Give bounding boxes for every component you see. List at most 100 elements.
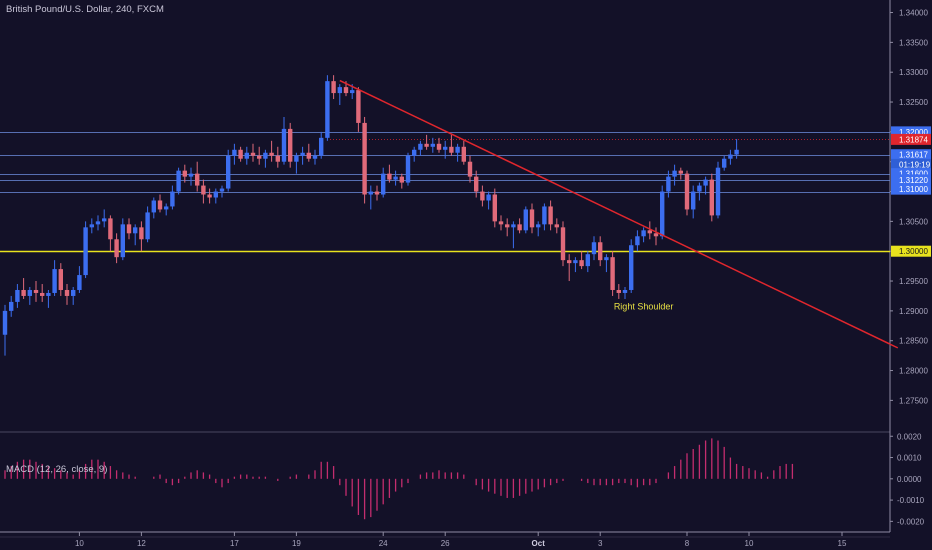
- candle: [15, 284, 20, 308]
- candle: [120, 218, 125, 261]
- candle: [288, 122, 293, 168]
- candle: [443, 140, 448, 159]
- candle-body: [89, 224, 94, 228]
- candle-body: [517, 224, 522, 231]
- candle: [151, 197, 156, 219]
- candle-body: [374, 191, 380, 195]
- y-tick-label: 1.29500: [899, 277, 928, 286]
- candle: [387, 164, 392, 183]
- y-tick-label: 1.33000: [899, 68, 928, 77]
- y-tick-label: 1.30500: [899, 217, 928, 226]
- candle-body: [393, 176, 398, 180]
- candle-body: [151, 200, 156, 213]
- candle: [542, 203, 547, 231]
- candle: [517, 218, 522, 234]
- price-tag-bg: [891, 168, 931, 180]
- candle-body: [548, 206, 553, 225]
- candle: [269, 140, 274, 162]
- candle: [554, 218, 559, 234]
- candle-body: [244, 152, 249, 159]
- candle-body: [275, 155, 280, 162]
- candle-body: [672, 170, 677, 177]
- candle: [71, 287, 76, 305]
- price-tag-bg: [891, 245, 931, 257]
- candle-body: [201, 185, 206, 195]
- candle-body: [684, 173, 690, 210]
- candle-body: [288, 128, 293, 162]
- candle-body: [188, 173, 194, 177]
- candle-body: [529, 209, 535, 228]
- candle-body: [257, 155, 262, 159]
- candle-body: [337, 87, 342, 94]
- candle-body: [226, 155, 231, 189]
- candle-body: [27, 289, 32, 296]
- candle-body: [120, 224, 125, 258]
- annotation-right-shoulder[interactable]: Right Shoulder: [614, 302, 674, 312]
- price-tag-bg: [891, 133, 931, 145]
- candle-body: [585, 254, 590, 267]
- candle-body: [306, 152, 311, 159]
- candle: [201, 179, 206, 204]
- candle-body: [492, 194, 497, 222]
- y-tick-label: 1.33500: [899, 38, 928, 47]
- price-tag: 01:19:19: [891, 158, 931, 170]
- candle-body: [350, 90, 355, 94]
- candle-body: [157, 200, 163, 210]
- candle: [474, 170, 479, 198]
- candle: [139, 221, 144, 252]
- candle: [641, 227, 646, 243]
- candlestick-series: [2, 75, 739, 356]
- candle-body: [536, 224, 541, 228]
- candle-body: [629, 245, 634, 290]
- candle-body: [108, 218, 113, 240]
- candle: [635, 230, 640, 252]
- candle: [697, 182, 702, 201]
- price-tag-bg: [891, 158, 931, 170]
- candle: [275, 146, 280, 168]
- candle-body: [461, 146, 466, 162]
- candle-body: [52, 269, 57, 293]
- x-tick-label: 10: [75, 539, 84, 548]
- candle: [529, 203, 535, 234]
- candle: [368, 185, 373, 210]
- candle-body: [616, 289, 621, 293]
- candle-body: [573, 260, 578, 264]
- candle: [157, 194, 163, 213]
- candle-body: [610, 257, 615, 290]
- candle-body: [697, 185, 702, 192]
- candle: [598, 236, 603, 267]
- candle: [188, 167, 194, 186]
- candle: [331, 75, 336, 100]
- candle: [412, 146, 417, 162]
- candle-body: [560, 227, 566, 261]
- macd-indicator-label[interactable]: MACD (12, 26, close, 9): [6, 464, 107, 475]
- candle-body: [424, 143, 429, 147]
- candle: [133, 224, 138, 246]
- candle-body: [263, 152, 268, 159]
- candle: [573, 257, 578, 273]
- y-tick-label: 1.32500: [899, 98, 928, 107]
- x-tick-label: 8: [685, 539, 690, 548]
- macd-tick-label: -0.0020: [897, 517, 925, 526]
- candle: [567, 254, 572, 282]
- candle-body: [219, 188, 225, 192]
- candle-body: [715, 167, 721, 216]
- symbol-title[interactable]: British Pound/U.S. Dollar, 240, FXCM: [6, 4, 164, 15]
- candle: [703, 176, 708, 195]
- trendline[interactable]: [339, 79, 899, 349]
- x-tick-label: 19: [292, 539, 301, 548]
- price-tag-label: 1.31874: [899, 135, 928, 144]
- macd-tick-label: 0.0000: [897, 475, 922, 484]
- candle: [294, 152, 299, 174]
- candle: [114, 233, 119, 264]
- candle-body: [498, 221, 504, 225]
- candle: [455, 143, 460, 162]
- candle: [102, 209, 107, 228]
- candle-body: [474, 176, 479, 192]
- trendline-layer: Right Shoulder: [339, 79, 899, 349]
- candle-body: [542, 206, 547, 225]
- candle-body: [368, 191, 373, 195]
- candle-body: [356, 90, 361, 123]
- x-tick-label: 24: [379, 539, 388, 548]
